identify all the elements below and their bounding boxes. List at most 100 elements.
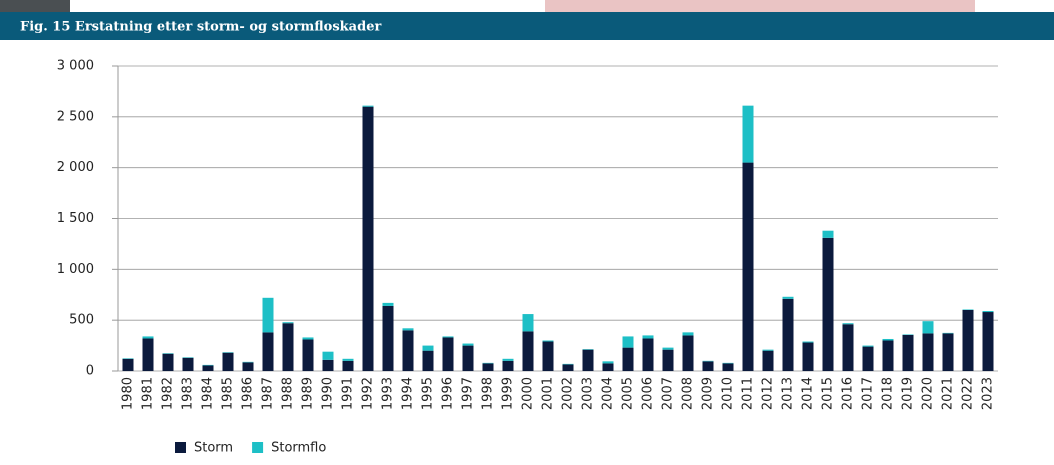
bar-segment [182, 357, 194, 371]
bar-segment [602, 363, 614, 371]
y-tick-label: 500 [69, 313, 94, 328]
bar-segment [222, 352, 234, 353]
x-tick-label: 2005 [621, 377, 636, 410]
bar-segment [542, 341, 554, 371]
chart-title: Fig. 15 Erstatning etter storm- og storm… [20, 20, 381, 35]
decor-strip [545, 0, 975, 14]
bar-segment [442, 337, 454, 371]
bar-segment [762, 350, 774, 371]
bar-segment [582, 349, 594, 350]
bar-segment [782, 298, 794, 371]
x-tick-label: 1990 [321, 377, 336, 410]
bar-segment [402, 330, 414, 371]
x-tick-label: 1980 [121, 377, 136, 410]
bar-segment [502, 358, 514, 361]
x-tick-label: 2020 [921, 377, 936, 410]
bar-segment [422, 345, 434, 351]
legend-swatch [252, 442, 264, 453]
x-tick-label: 2006 [641, 377, 656, 410]
bar-segment [802, 341, 814, 343]
x-tick-label: 2000 [521, 377, 536, 410]
bar-segment [222, 352, 234, 371]
bar-segment [242, 361, 254, 363]
x-tick-label: 1995 [421, 377, 436, 410]
x-tick-label: 1986 [241, 377, 256, 410]
x-tick-label: 1999 [501, 377, 516, 410]
x-tick-label: 2016 [841, 377, 856, 410]
bar-segment [482, 363, 494, 371]
bar-segment [602, 361, 614, 364]
x-tick-label: 2012 [761, 377, 776, 410]
bar-segment [522, 331, 534, 371]
x-tick-label: 1998 [481, 377, 496, 410]
bar-segment [662, 347, 674, 350]
bar-segment [762, 349, 774, 351]
bar-segment [422, 350, 434, 371]
bar-segment [982, 312, 994, 371]
bar-segment [642, 335, 654, 339]
bar-segment [982, 311, 994, 313]
bar-segment [142, 336, 154, 339]
x-tick-label: 2023 [981, 377, 996, 410]
bar-segment [262, 332, 274, 371]
bar-segment [742, 162, 754, 371]
bar-segment [842, 323, 854, 325]
bar-segment [802, 342, 814, 371]
bar-segment [502, 360, 514, 371]
bar-segment [342, 360, 354, 371]
y-tick-label: 1 500 [57, 211, 94, 226]
bar-segment [182, 357, 194, 358]
bar-segment [722, 363, 734, 371]
x-tick-label: 2014 [801, 377, 816, 410]
bar-segment [942, 333, 954, 371]
x-tick-label: 2009 [701, 377, 716, 410]
x-tick-label: 2015 [821, 377, 836, 410]
x-tick-label: 2011 [741, 377, 756, 410]
bar-segment [462, 345, 474, 371]
bar-segment [882, 340, 894, 371]
y-tick-label: 0 [86, 364, 94, 379]
x-tick-label: 1984 [201, 377, 216, 410]
bar-segment [382, 302, 394, 306]
bar-segment [622, 336, 634, 348]
y-tick-label: 2 000 [57, 160, 94, 175]
y-tick-label: 3 000 [57, 59, 94, 74]
legend-swatch [175, 442, 186, 453]
x-tick-label: 2007 [661, 377, 676, 410]
x-tick-label: 2021 [941, 377, 956, 410]
x-tick-label: 1987 [261, 377, 276, 410]
bar-segment [122, 358, 134, 359]
bar-segment [962, 310, 974, 371]
bar-segment [162, 353, 174, 354]
bar-segment [582, 349, 594, 371]
bar-segment [782, 296, 794, 299]
bar-segment [302, 337, 314, 340]
x-tick-label: 2002 [561, 377, 576, 410]
bar-segment [742, 105, 754, 163]
bar-segment [382, 305, 394, 371]
x-tick-label: 1994 [401, 377, 416, 410]
x-tick-label: 2013 [781, 377, 796, 410]
bar-segment [282, 322, 294, 324]
bar-segment [342, 358, 354, 361]
bar-segment [822, 230, 834, 238]
x-tick-label: 1991 [341, 377, 356, 410]
bar-segment [202, 364, 214, 366]
bar-segment [662, 349, 674, 371]
x-tick-label: 1983 [181, 377, 196, 410]
bar-segment [682, 335, 694, 371]
x-tick-label: 1981 [141, 377, 156, 410]
bar-segment [862, 346, 874, 371]
bar-segment [922, 333, 934, 371]
y-tick-label: 2 500 [57, 109, 94, 124]
bar-segment [562, 364, 574, 371]
bar-segment [842, 324, 854, 371]
x-tick-label: 1992 [361, 377, 376, 410]
bar-segment [322, 359, 334, 371]
bar-segment [902, 334, 914, 335]
x-tick-label: 2010 [721, 377, 736, 410]
x-tick-label: 1993 [381, 377, 396, 410]
bar-segment [362, 105, 374, 107]
bar-segment [162, 353, 174, 371]
